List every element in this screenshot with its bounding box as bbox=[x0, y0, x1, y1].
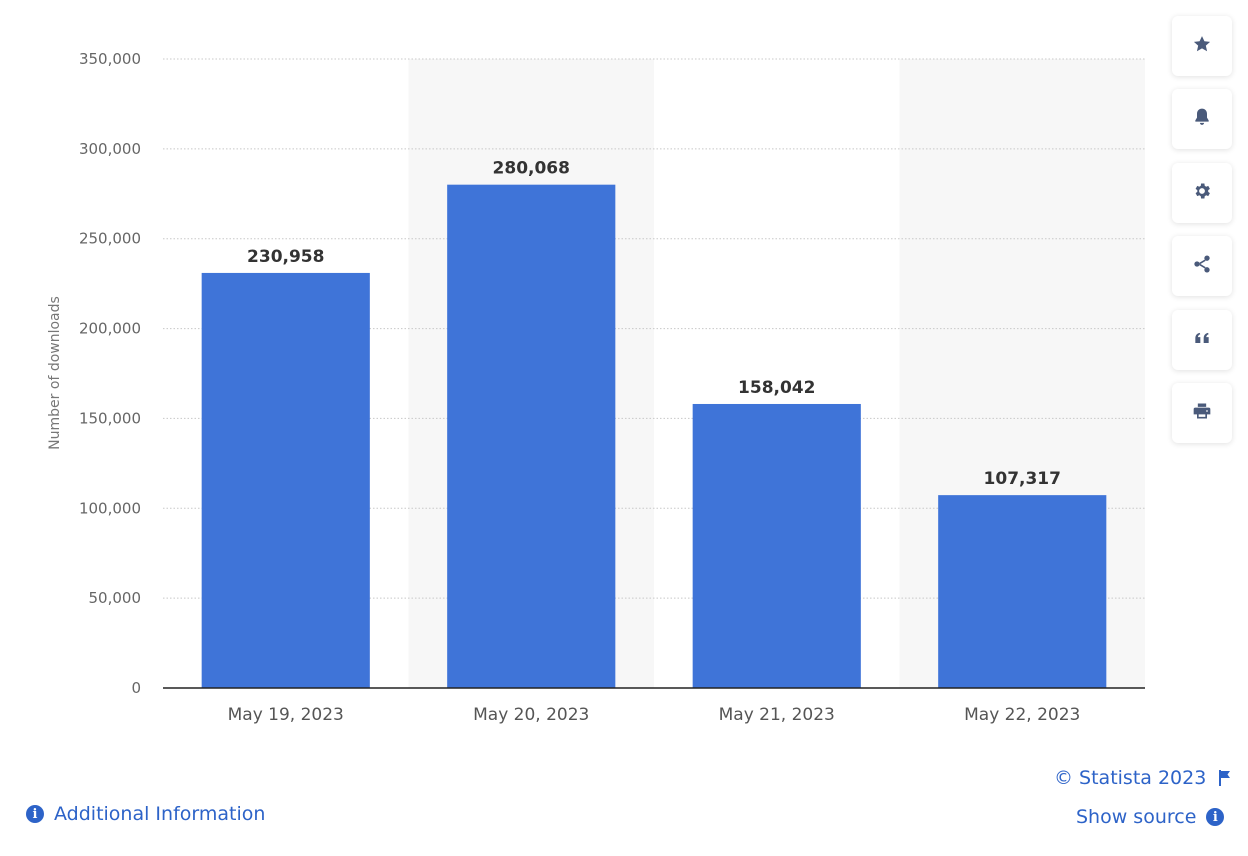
show-source-text: Show source bbox=[1076, 806, 1197, 828]
additional-information-text: Additional Information bbox=[54, 803, 266, 825]
x-tick-label: May 22, 2023 bbox=[964, 705, 1080, 725]
y-axis-ticks: 0 50,000 100,000 150,000 200,000 250,000 300,0… bbox=[79, 50, 141, 697]
share-icon bbox=[1192, 254, 1212, 278]
show-source-link[interactable]: Show source i bbox=[1076, 806, 1225, 828]
bar-value-label: 280,068 bbox=[493, 159, 570, 179]
info-icon: i bbox=[1206, 808, 1225, 826]
print-button[interactable] bbox=[1172, 382, 1232, 443]
value-labels: 230,958 280,068 158,042 107,317 bbox=[247, 159, 1061, 489]
bar-chart: 0 50,000 100,000 150,000 200,000 250,000 300,0… bbox=[47, 50, 1145, 725]
bar-value-label: 158,042 bbox=[738, 378, 815, 398]
y-tick-label: 0 bbox=[131, 679, 141, 697]
y-axis-title: Number of downloads bbox=[47, 296, 63, 450]
copyright-link[interactable]: © Statista 2023 bbox=[1054, 767, 1232, 789]
y-tick-label: 100,000 bbox=[79, 499, 141, 517]
flag-icon bbox=[1218, 770, 1232, 786]
y-tick-label: 150,000 bbox=[79, 409, 141, 427]
bar-value-label: 107,317 bbox=[984, 469, 1061, 489]
chart-toolbar bbox=[1172, 16, 1234, 456]
bell-icon bbox=[1192, 107, 1212, 131]
additional-information-link[interactable]: i Additional Information bbox=[26, 803, 265, 825]
y-tick-label: 200,000 bbox=[79, 320, 141, 338]
cite-button[interactable] bbox=[1172, 309, 1232, 370]
info-icon: i bbox=[26, 805, 44, 823]
x-tick-label: May 21, 2023 bbox=[719, 705, 835, 725]
bar[interactable] bbox=[201, 272, 370, 688]
settings-button[interactable] bbox=[1172, 162, 1232, 223]
copyright-text: © Statista 2023 bbox=[1054, 767, 1207, 789]
quote-icon bbox=[1192, 328, 1212, 352]
x-axis-ticks: May 19, 2023 May 20, 2023 May 21, 2023 May … bbox=[228, 705, 1081, 725]
bar[interactable] bbox=[692, 403, 861, 688]
y-tick-label: 300,000 bbox=[79, 140, 141, 158]
x-tick-label: May 20, 2023 bbox=[473, 705, 589, 725]
bar[interactable] bbox=[938, 495, 1107, 688]
bars bbox=[201, 184, 1107, 688]
y-tick-label: 50,000 bbox=[89, 589, 142, 607]
print-icon bbox=[1192, 401, 1212, 425]
bar-value-label: 230,958 bbox=[247, 247, 324, 267]
gridlines bbox=[163, 58, 1145, 599]
x-tick-label: May 19, 2023 bbox=[228, 705, 344, 725]
notification-button[interactable] bbox=[1172, 89, 1232, 150]
y-tick-label: 350,000 bbox=[79, 50, 141, 68]
star-icon bbox=[1192, 34, 1212, 58]
gear-icon bbox=[1192, 181, 1212, 205]
share-button[interactable] bbox=[1172, 236, 1232, 297]
favorite-button[interactable] bbox=[1172, 16, 1232, 76]
bar[interactable] bbox=[447, 184, 616, 688]
y-tick-label: 250,000 bbox=[79, 230, 141, 248]
